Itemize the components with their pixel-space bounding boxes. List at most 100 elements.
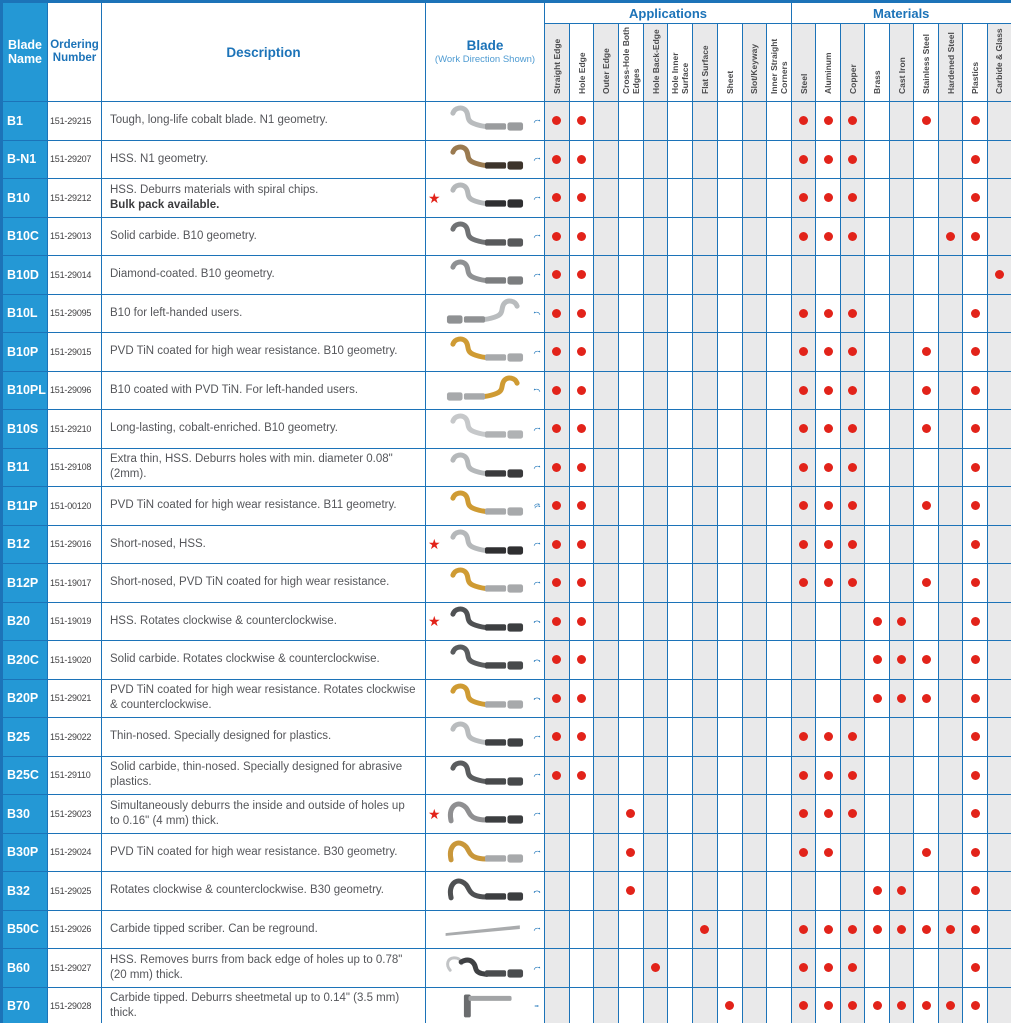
material-dot-cell	[790, 216, 817, 256]
material-dot-cell	[839, 832, 866, 872]
blade-name-cell: B11P	[1, 486, 48, 526]
application-dot-cell	[667, 948, 694, 988]
blade-name-cell: B25	[1, 717, 48, 757]
application-dot-cell	[642, 601, 669, 641]
application-dot-cell	[716, 832, 743, 872]
material-dot-icon	[872, 655, 882, 665]
material-dot-icon	[921, 424, 931, 434]
material-dot-icon	[946, 924, 956, 934]
ordering-number-cell: 151-29022	[47, 717, 102, 757]
material-dot-cell	[864, 293, 890, 333]
description-text: PVD TiN coated for high wear resistance.…	[110, 684, 416, 712]
application-dot-cell	[692, 486, 718, 526]
work-direction-arrow-both	[533, 659, 541, 662]
material-dot-cell	[986, 563, 1011, 603]
blade-image-wrap	[427, 104, 544, 137]
material-dot-icon	[970, 693, 980, 703]
material-dot-cell	[986, 948, 1011, 988]
column-label-hardened-steel: Hardened Steel	[937, 23, 964, 102]
material-dot-cell	[913, 563, 939, 603]
application-dot-cell	[741, 101, 768, 141]
application-dot-cell	[692, 332, 718, 372]
material-dot-cell	[864, 332, 890, 372]
work-direction-arrow-both	[533, 890, 541, 893]
blade-name-cell: B10PL	[1, 370, 48, 410]
material-dot-cell	[888, 216, 915, 256]
column-label-hole-edge: Hole Edge	[568, 23, 595, 102]
material-dot-cell	[962, 563, 988, 603]
application-dot-cell	[618, 909, 644, 949]
material-dot-cell	[986, 755, 1011, 795]
material-dot-cell	[864, 409, 890, 449]
table-row-b20c: B20C 151-19020 Solid carbide. Rotates cloc…	[1, 640, 1011, 680]
application-dot-icon	[552, 770, 562, 780]
blade-name-cell: B12	[1, 524, 48, 564]
ordering-number-cell: 151-29027	[47, 948, 102, 988]
table-row-b11: B11 151-29108 Extra thin, HSS. Deburrs hol…	[1, 447, 1011, 487]
material-dot-cell	[937, 832, 964, 872]
application-dot-icon	[552, 501, 562, 511]
application-dot-icon	[725, 1001, 735, 1011]
material-dot-cell	[864, 486, 890, 526]
application-dot-icon	[577, 770, 587, 780]
application-dot-cell	[618, 293, 644, 333]
description-cell: B10 coated with PVD TiN. For left-handed…	[101, 370, 426, 410]
material-dot-icon	[823, 347, 833, 357]
application-dot-cell	[593, 370, 620, 410]
material-dot-cell	[986, 370, 1011, 410]
table-row-b10p: B10P 151-29015 PVD TiN coated for high wea…	[1, 332, 1011, 372]
description-cell: PVD TiN coated for high wear resistance.…	[101, 486, 426, 526]
ordering-number-cell: 151-29026	[47, 909, 102, 949]
ordering-number-cell: 151-19019	[47, 601, 102, 641]
application-dot-icon	[577, 424, 587, 434]
description-cell: HSS. Removes burrs from back edge of hol…	[101, 948, 426, 988]
application-dot-cell	[766, 601, 792, 641]
application-dot-cell	[568, 871, 595, 911]
material-dot-cell	[937, 755, 964, 795]
table-row-b25c: B25C 151-29110 Solid carbide, thin-nosed. …	[1, 755, 1011, 795]
work-direction-arrow-cw	[533, 157, 541, 162]
application-dot-cell	[593, 447, 620, 487]
description-cell: Solid carbide. B10 geometry.	[101, 216, 426, 256]
blade-image-wrap	[427, 297, 544, 330]
material-dot-cell	[888, 640, 915, 680]
blade-name-cell: B60	[1, 948, 48, 988]
material-dot-cell	[839, 216, 866, 256]
material-dot-cell	[962, 486, 988, 526]
blade-image-wrap	[427, 605, 544, 638]
material-dot-icon	[921, 385, 931, 395]
material-dot-cell	[790, 986, 817, 1023]
rotated-label: Hole Back-Edge	[650, 29, 661, 94]
material-dot-cell	[888, 409, 915, 449]
application-dot-cell	[618, 255, 644, 295]
application-dot-cell	[741, 139, 768, 179]
application-dot-cell	[692, 986, 718, 1023]
material-dot-icon	[823, 231, 833, 241]
table-row-b20: B20 151-19019 HSS. Rotates clockwise & cou…	[1, 601, 1011, 641]
blade-image-cell	[425, 640, 545, 680]
application-dot-cell	[716, 717, 743, 757]
material-dot-cell	[962, 139, 988, 179]
application-dot-cell	[766, 139, 792, 179]
material-dot-cell	[962, 755, 988, 795]
material-dot-cell	[913, 524, 939, 564]
material-dot-cell	[913, 255, 939, 295]
application-dot-cell	[618, 486, 644, 526]
column-label-outer-edge: Outer Edge	[593, 23, 620, 102]
work-direction-arrow-ccw	[533, 388, 541, 393]
blade-image-cell	[425, 447, 545, 487]
table-row-b12p: B12P 151-19017 Short-nosed, PVD TiN coated…	[1, 563, 1011, 603]
material-dot-icon	[848, 231, 858, 241]
blade-image-wrap	[427, 528, 544, 561]
application-dot-cell	[716, 640, 743, 680]
material-dot-cell	[864, 755, 890, 795]
table-row-b30p: B30P 151-29024 PVD TiN coated for high wea…	[1, 832, 1011, 872]
application-dot-cell	[544, 332, 570, 372]
application-dot-cell	[766, 794, 792, 834]
column-label-brass: Brass	[864, 23, 890, 102]
material-dot-cell	[937, 332, 964, 372]
application-dot-cell	[593, 486, 620, 526]
application-dot-cell	[642, 255, 669, 295]
